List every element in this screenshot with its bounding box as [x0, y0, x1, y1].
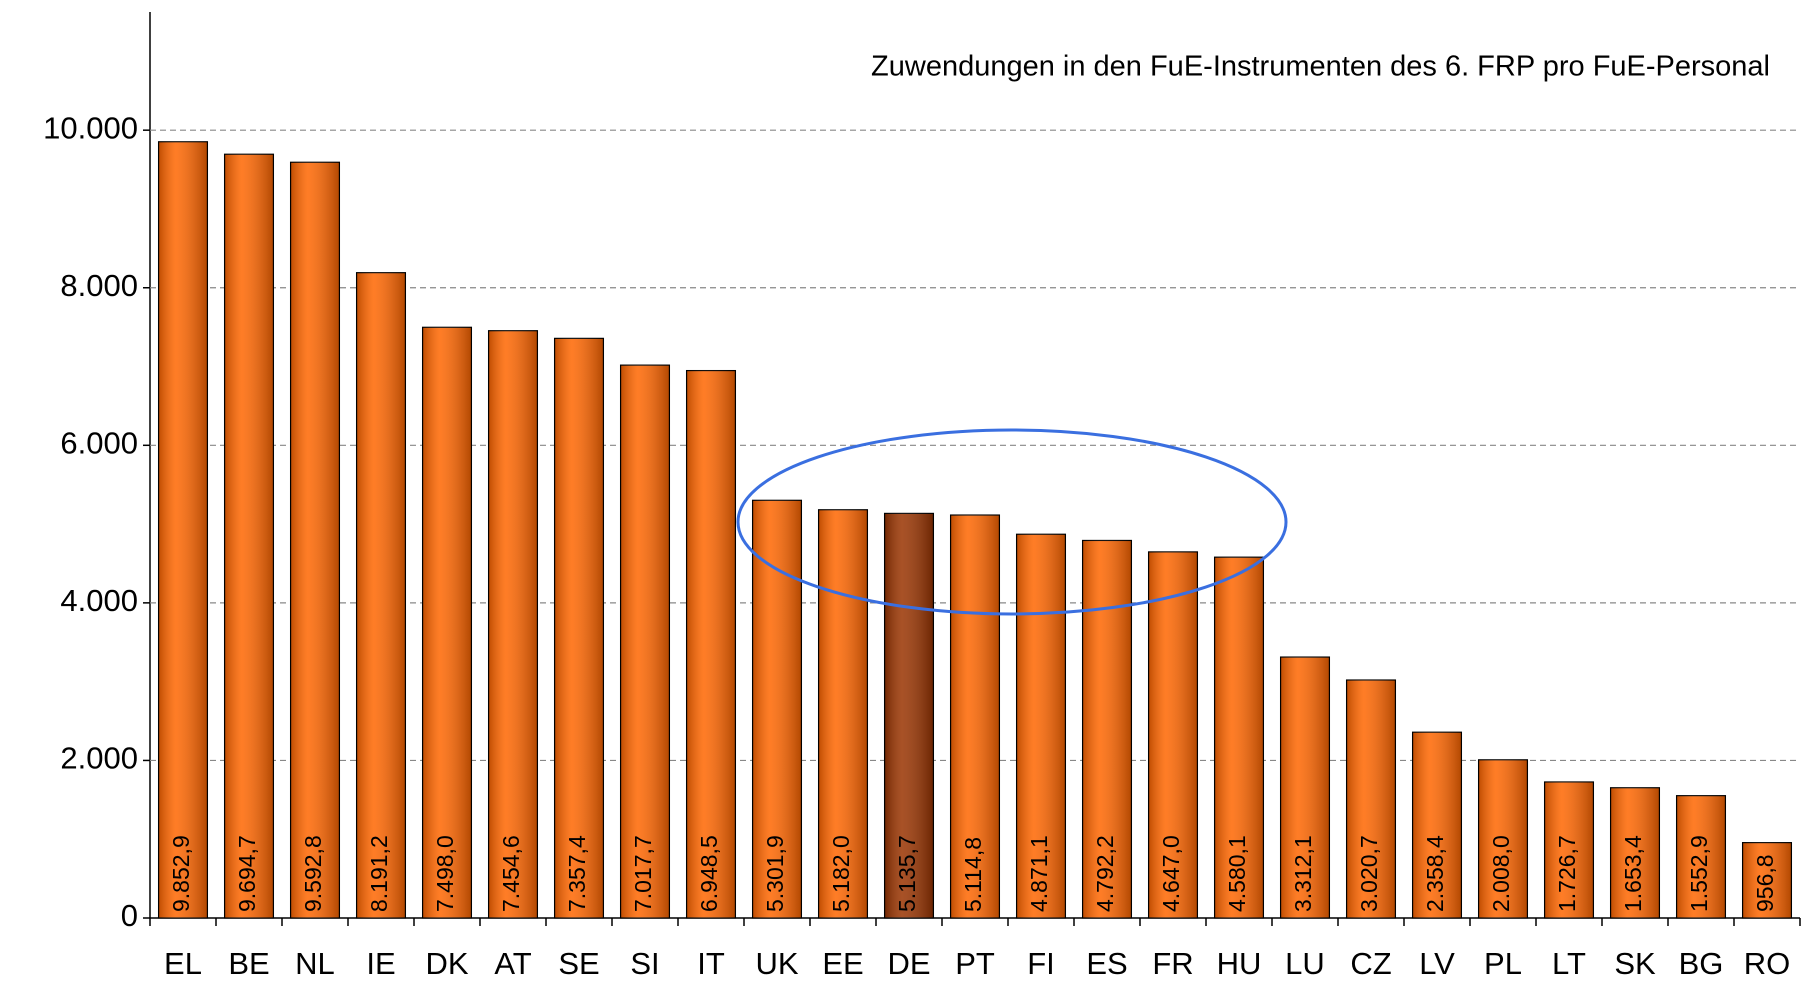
x-tick-label: NL: [295, 946, 335, 981]
value-label: 9.592,8: [300, 835, 326, 912]
x-tick-label: UK: [755, 946, 798, 981]
bar-shade: [356, 272, 406, 918]
bar-shade: [1412, 732, 1462, 918]
x-tick-label: RO: [1744, 946, 1791, 981]
y-tick-label: 8.000: [60, 268, 138, 303]
x-tick-label: LV: [1419, 946, 1455, 981]
y-tick-label: 2.000: [60, 741, 138, 776]
x-tick-label: PT: [955, 946, 995, 981]
x-tick-label: LT: [1552, 946, 1586, 981]
value-label: 2.358,4: [1422, 835, 1448, 912]
bar-shade: [290, 162, 340, 918]
x-tick-label: PL: [1484, 946, 1522, 981]
value-label: 3.020,7: [1356, 835, 1382, 912]
bar-shade: [686, 370, 736, 918]
bar-shade: [1148, 551, 1198, 918]
value-label: 7.454,6: [498, 835, 524, 912]
x-tick-label: AT: [494, 946, 531, 981]
bar-shade: [224, 154, 274, 918]
x-tick-label: CZ: [1350, 946, 1391, 981]
bar-shade: [1676, 795, 1726, 918]
value-label: 5.135,7: [894, 835, 920, 912]
x-tick-label: SI: [630, 946, 659, 981]
value-label: 1.653,4: [1620, 835, 1646, 912]
bar-shade: [1214, 557, 1264, 918]
bar-shade: [422, 327, 472, 919]
bar-shade: [1280, 657, 1330, 918]
highlight-ellipse: [736, 428, 1288, 616]
x-tick-label: ES: [1086, 946, 1127, 981]
bar-shade: [620, 365, 670, 918]
x-tick-label: FI: [1027, 946, 1055, 981]
bar-shade: [1610, 787, 1660, 918]
x-tick-label: EL: [164, 946, 202, 981]
value-label: 7.498,0: [432, 835, 458, 912]
bar-shade: [1544, 781, 1594, 918]
x-tick-label: LU: [1285, 946, 1325, 981]
bar-shade: [950, 515, 1000, 918]
x-tick-label: DK: [425, 946, 468, 981]
x-tick-label: HU: [1217, 946, 1262, 981]
chart-title: Zuwendungen in den FuE-Instrumenten des …: [871, 51, 1770, 83]
x-tick-label: SE: [558, 946, 599, 981]
y-tick-label: 0: [121, 898, 138, 933]
x-tick-label: EE: [822, 946, 863, 981]
y-tick-label: 6.000: [60, 425, 138, 460]
value-label: 7.017,7: [630, 835, 656, 912]
value-label: 3.312,1: [1290, 835, 1316, 912]
value-label: 7.357,4: [564, 835, 590, 912]
x-tick-label: SK: [1614, 946, 1656, 981]
bar-shade: [1082, 540, 1132, 918]
x-tick-label: DE: [887, 946, 930, 981]
bar-shade: [1346, 680, 1396, 918]
x-tick-label: IT: [697, 946, 725, 981]
y-tick-label: 10.000: [43, 110, 138, 145]
value-label: 9.694,7: [234, 835, 260, 912]
bar-shade: [554, 338, 604, 918]
value-label: 4.792,2: [1092, 835, 1118, 912]
x-tick-label: IE: [366, 946, 395, 981]
bar-shade: [1742, 842, 1792, 918]
bar-shade: [884, 513, 934, 918]
bar-shade: [488, 330, 538, 918]
x-tick-label: BE: [228, 946, 269, 981]
value-label: 4.871,1: [1026, 835, 1052, 912]
value-label: 1.726,7: [1554, 835, 1580, 912]
x-tick-label: BG: [1679, 946, 1724, 981]
value-label: 2.008,0: [1488, 835, 1514, 912]
value-label: 9.852,9: [168, 835, 194, 912]
value-label: 956,8: [1752, 854, 1778, 912]
value-label: 5.182,0: [828, 835, 854, 912]
bar-shade: [158, 141, 208, 919]
value-label: 1.552,9: [1686, 835, 1712, 912]
value-label: 5.301,9: [762, 835, 788, 912]
value-label: 4.580,1: [1224, 835, 1250, 912]
x-tick-label: FR: [1152, 946, 1193, 981]
bar-shade: [818, 509, 868, 918]
value-label: 8.191,2: [366, 835, 392, 912]
value-label: 5.114,8: [960, 837, 986, 912]
bar-shade: [1478, 759, 1528, 918]
y-tick-label: 4.000: [60, 583, 138, 618]
value-label: 6.948,5: [696, 835, 722, 912]
bar-shade: [1016, 534, 1066, 918]
value-label: 4.647,0: [1158, 835, 1184, 912]
